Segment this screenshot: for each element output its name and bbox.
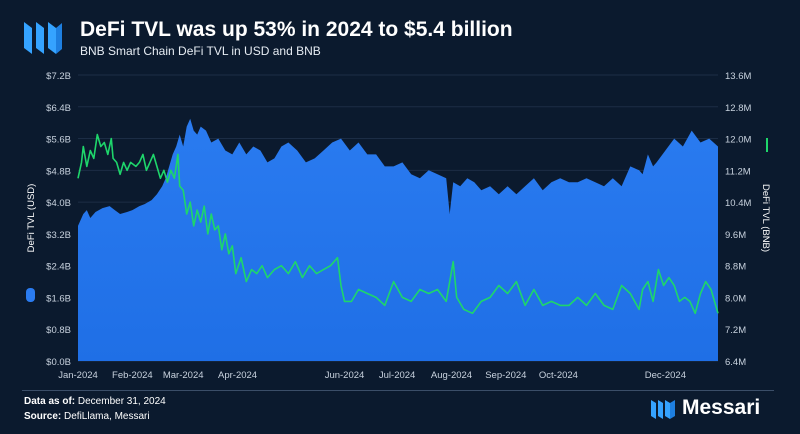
bnb-tvl-line: [77, 133, 719, 315]
left-tick-label: $0.0B: [46, 357, 71, 368]
right-axis-title: DeFi TVL (BNB): [760, 184, 771, 252]
left-tick-label: $0.8B: [46, 325, 71, 336]
messari-logo-icon: [24, 22, 62, 54]
x-tick-label: Apr-2024: [218, 370, 257, 381]
right-tick-label: 6.4M: [725, 357, 746, 368]
left-tick-label: $2.4B: [46, 262, 71, 273]
right-tick-label: 7.2M: [725, 325, 746, 336]
left-tick-label: $3.2B: [46, 230, 71, 241]
usd-tvl-area: [78, 118, 718, 361]
source-value: DefiLlama, Messari: [61, 411, 150, 422]
left-axis-ticks: $0.0B $0.8B $1.6B $2.4B $3.2B $4.0B $4.8B $5.6B…: [46, 71, 71, 368]
left-axis-legend: DeFi TVL (USD): [26, 184, 37, 302]
x-tick-label: Jul-2024: [379, 370, 415, 381]
x-tick-label: Feb-2024: [112, 370, 153, 381]
right-tick-label: 8.8M: [725, 262, 746, 273]
right-tick-label: 9.6M: [725, 230, 746, 241]
data-as-of: Data as of: December 31, 2024: [24, 396, 166, 411]
brand-name: Messari: [682, 396, 761, 419]
x-tick-label: Dec-2024: [645, 370, 686, 381]
left-tick-label: $5.6B: [46, 135, 71, 146]
left-tick-label: $4.0B: [46, 198, 71, 209]
data-as-of-label: Data as of:: [24, 396, 76, 407]
data-as-of-value: December 31, 2024: [75, 396, 166, 407]
chart-header: DeFi TVL was up 53% in 2024 to $5.4 bill…: [0, 0, 800, 64]
usd-area-layer: [78, 118, 718, 361]
right-tick-label: 11.2M: [725, 166, 751, 177]
x-tick-label: Sep-2024: [485, 370, 526, 381]
right-tick-label: 8.0M: [725, 293, 746, 304]
right-axis-ticks: 6.4M 7.2M 8.0M 8.8M 9.6M 10.4M 11.2M 12.0M 12.8M…: [725, 71, 751, 368]
x-axis-ticks: Jan-2024 Feb-2024 Mar-2024 Apr-2024 Jun-2024…: [58, 370, 686, 381]
right-tick-label: 13.6M: [725, 71, 751, 82]
tvl-chart: $0.0B $0.8B $1.6B $2.4B $3.2B $4.0B $4.8B $5.6B…: [26, 71, 771, 381]
left-tick-label: $4.8B: [46, 166, 71, 177]
axis-legends: DeFi TVL (USD) DeFi TVL (BNB): [26, 138, 771, 302]
x-tick-label: Mar-2024: [163, 370, 204, 381]
left-tick-label: $1.6B: [46, 293, 71, 304]
x-tick-label: Oct-2024: [539, 370, 578, 381]
messari-brand-icon: [651, 400, 675, 419]
source: Source: DefiLlama, Messari: [24, 411, 166, 426]
x-tick-label: Aug-2024: [431, 370, 472, 381]
footer-divider: [22, 390, 774, 391]
right-tick-label: 12.0M: [725, 135, 751, 146]
chart-subtitle: BNB Smart Chain DeFi TVL in USD and BNB: [80, 44, 321, 58]
right-tick-label: 12.8M: [725, 103, 751, 114]
footer: Data as of: December 31, 2024 Source: De…: [24, 396, 166, 426]
right-tick-label: 10.4M: [725, 198, 751, 209]
bnb-line-layer: [77, 133, 719, 315]
x-tick-label: Jun-2024: [325, 370, 365, 381]
chart-area: $0.0B $0.8B $1.6B $2.4B $3.2B $4.0B $4.8B $5.6B…: [0, 64, 800, 386]
left-axis-title: DeFi TVL (USD): [26, 184, 37, 253]
chart-title: DeFi TVL was up 53% in 2024 to $5.4 bill…: [80, 18, 513, 41]
left-tick-label: $7.2B: [46, 71, 71, 82]
right-axis-legend: DeFi TVL (BNB): [760, 138, 771, 252]
x-tick-label: Jan-2024: [58, 370, 98, 381]
brand: Messari: [650, 394, 780, 424]
left-tick-label: $6.4B: [46, 103, 71, 114]
source-label: Source:: [24, 411, 62, 422]
usd-legend-swatch: [26, 288, 35, 302]
